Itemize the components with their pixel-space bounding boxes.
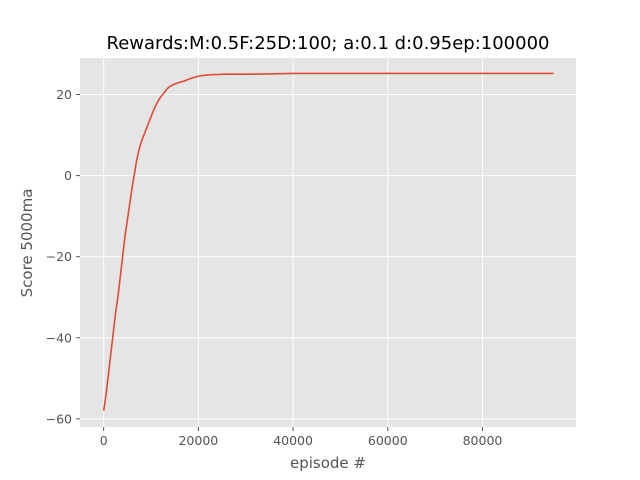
- y-tick-label: −60: [46, 411, 72, 426]
- series-line: [102, 72, 554, 411]
- y-tick-label: 0: [64, 168, 72, 183]
- y-axis-ticks: −60 −40 −20 0 20: [46, 87, 80, 426]
- x-axis-ticks: 0 20000 40000 60000 80000: [100, 427, 503, 448]
- x-tick-label: 80000: [463, 433, 503, 448]
- y-axis-label: Score 5000ma: [18, 189, 36, 298]
- y-tick-label: 20: [56, 87, 72, 102]
- chart-title: Rewards:M:0.5F:25D:100; a:0.1 d:0.95ep:1…: [107, 33, 550, 54]
- x-tick-label: 20000: [178, 433, 218, 448]
- plot-area: [80, 58, 576, 427]
- y-tick-label: −40: [46, 330, 72, 345]
- x-tick-label: 0: [100, 433, 108, 448]
- gridlines: [80, 58, 576, 427]
- y-tick-label: −20: [46, 249, 72, 264]
- x-tick-label: 40000: [273, 433, 313, 448]
- x-tick-label: 60000: [368, 433, 408, 448]
- x-axis-label: episode #: [290, 454, 366, 472]
